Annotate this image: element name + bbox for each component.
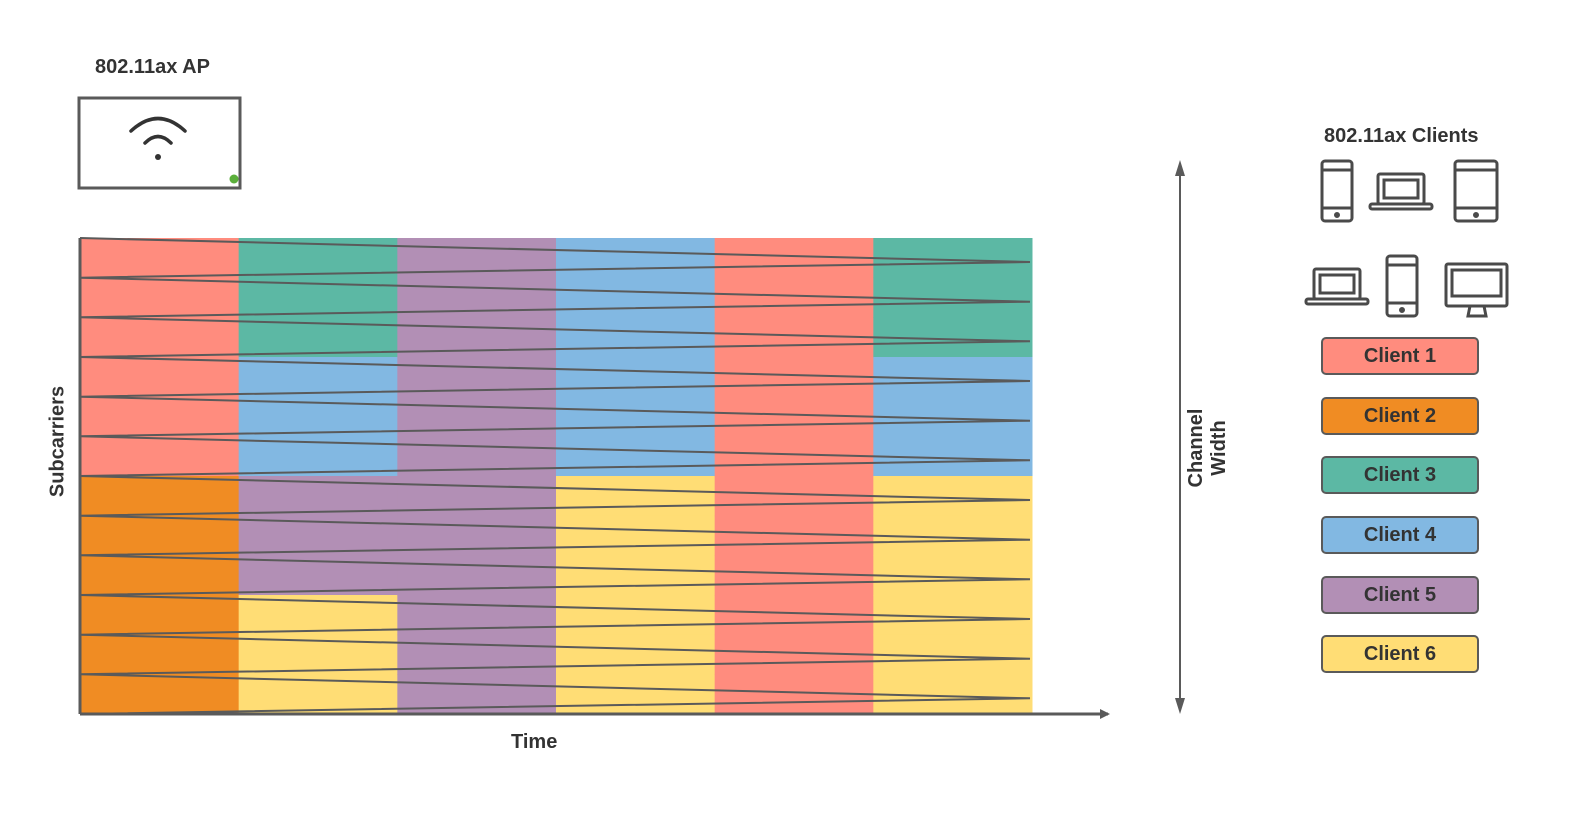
status-led bbox=[229, 174, 239, 184]
ap-title: 802.11ax AP bbox=[95, 56, 210, 78]
resource-unit-client-4 bbox=[556, 238, 716, 279]
legend-client-1: Client 1 bbox=[1321, 337, 1479, 375]
resource-unit-client-2 bbox=[80, 674, 240, 715]
resource-unit-client-2 bbox=[80, 555, 240, 596]
laptop-icon bbox=[1368, 172, 1434, 211]
resource-unit-client-4 bbox=[556, 357, 716, 398]
wifi-router-icon bbox=[77, 96, 242, 190]
resource-unit-client-2 bbox=[80, 634, 240, 675]
legend-client-4: Client 4 bbox=[1321, 516, 1479, 554]
time-axis-label: Time bbox=[511, 731, 558, 753]
resource-unit-client-2 bbox=[80, 515, 240, 556]
legend-label: Client 5 bbox=[1363, 583, 1437, 606]
phone-icon bbox=[1385, 254, 1419, 318]
channel-width-arrow bbox=[1175, 160, 1185, 714]
legend-client-2: Client 2 bbox=[1321, 397, 1479, 435]
resource-unit-client-2 bbox=[80, 595, 240, 636]
resource-unit-client-6 bbox=[556, 476, 716, 517]
resource-unit-client-1 bbox=[80, 277, 240, 318]
resource-unit-client-4 bbox=[556, 277, 716, 318]
resource-unit-client-2 bbox=[80, 476, 240, 517]
legend-label: Client 4 bbox=[1363, 523, 1437, 546]
resource-unit-client-1 bbox=[80, 238, 240, 279]
phone-icon bbox=[1320, 159, 1354, 223]
desktop-icon bbox=[1444, 262, 1509, 318]
resource-unit-client-1 bbox=[80, 357, 240, 398]
resource-unit-client-6 bbox=[556, 595, 716, 636]
resource-unit-client-6 bbox=[556, 634, 716, 675]
resource-unit-client-1 bbox=[80, 396, 240, 437]
resource-unit-client-6 bbox=[556, 515, 716, 556]
legend-label: Client 6 bbox=[1363, 642, 1437, 665]
tablet-icon bbox=[1453, 159, 1499, 223]
resource-unit-client-4 bbox=[556, 396, 716, 437]
legend-label: Client 1 bbox=[1363, 344, 1437, 367]
laptop-icon bbox=[1304, 267, 1370, 306]
legend-client-3: Client 3 bbox=[1321, 456, 1479, 494]
resource-unit-client-4 bbox=[556, 436, 716, 477]
resource-unit-client-1 bbox=[80, 436, 240, 477]
legend-label: Client 3 bbox=[1363, 463, 1437, 486]
legend-label: Client 2 bbox=[1363, 404, 1437, 427]
resource-unit-client-1 bbox=[80, 317, 240, 358]
resource-unit-client-6 bbox=[556, 674, 716, 715]
clients-title: 802.11ax Clients bbox=[1324, 125, 1479, 147]
resource-unit-client-6 bbox=[556, 555, 716, 596]
resource-grid bbox=[80, 238, 1033, 715]
legend-client-5: Client 5 bbox=[1321, 576, 1479, 614]
resource-unit-client-4 bbox=[556, 317, 716, 358]
legend-client-6: Client 6 bbox=[1321, 635, 1479, 673]
